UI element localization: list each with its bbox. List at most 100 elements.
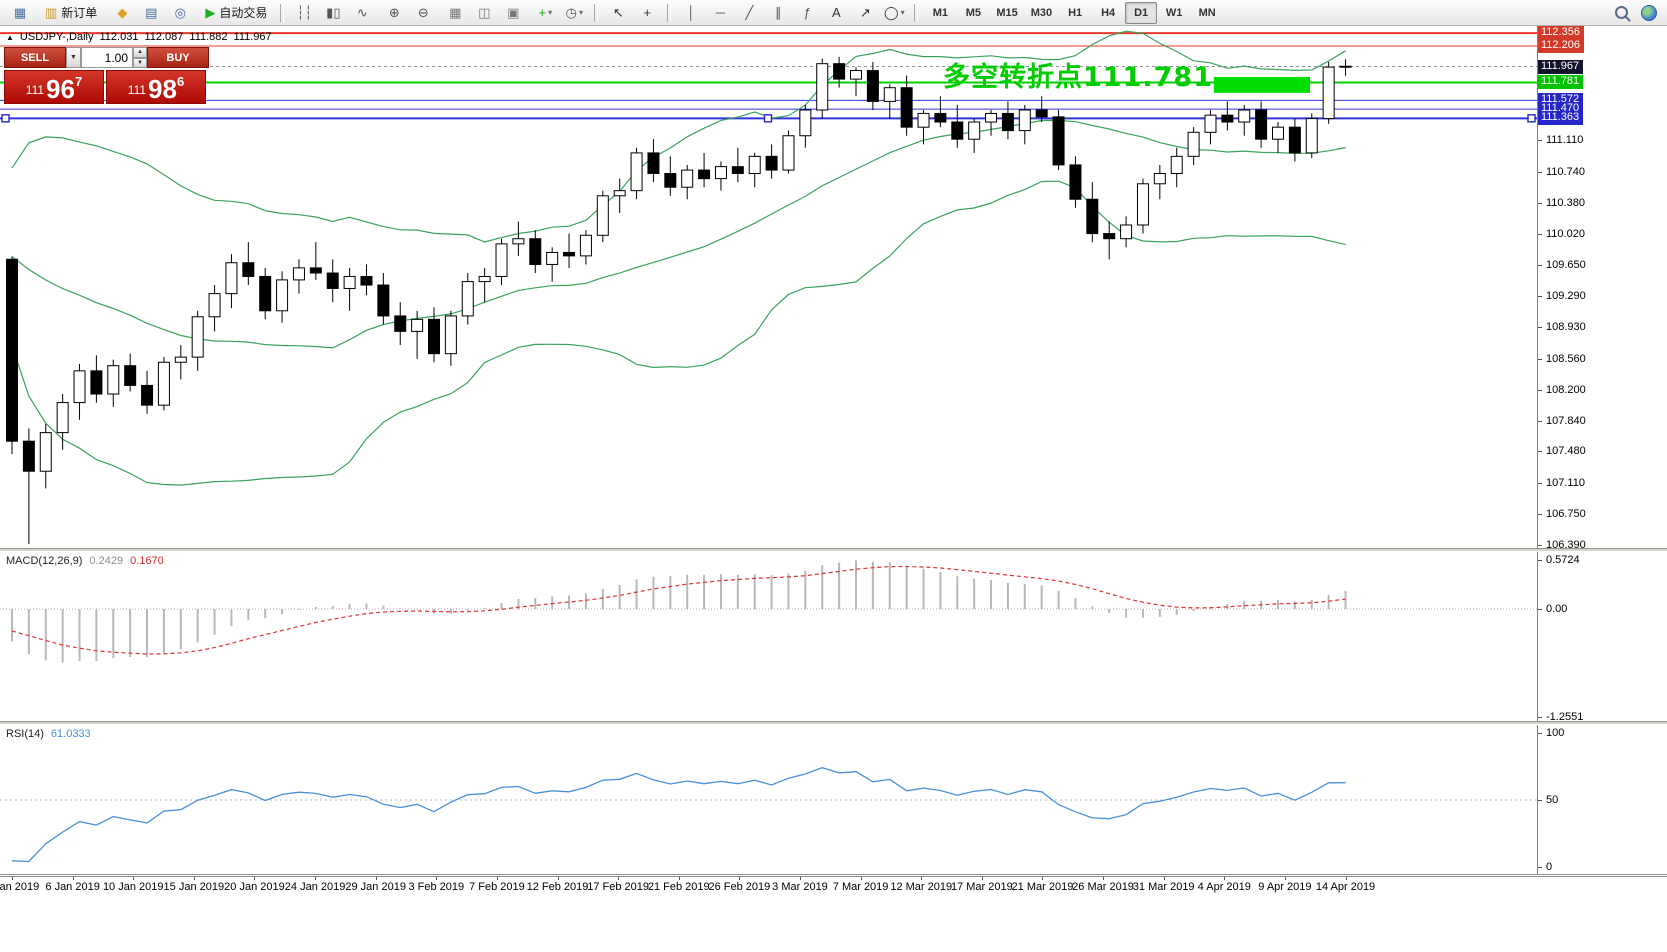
horizontal-line-icon[interactable]: ─ [706, 1, 734, 25]
navigator-icon[interactable]: ◎ [166, 1, 194, 25]
timeframe-m1-button[interactable]: M1 [932, 6, 948, 19]
date-tick [1224, 877, 1226, 880]
ask-quote-button[interactable]: 111 98 6 [106, 70, 206, 104]
candle [208, 293, 221, 318]
grid-icon[interactable]: ▦ [441, 1, 469, 25]
bid-big-digits: 96 [46, 74, 75, 104]
toolbar-group: ↖ + [604, 1, 661, 25]
candle [495, 243, 508, 277]
ohlc-open: 112.031 [99, 31, 139, 43]
market-watch-icon[interactable]: ▤ [137, 1, 165, 25]
cursor-icon[interactable]: ↖ [604, 1, 632, 25]
price-axis-chip-111.781: 111.781 [1538, 75, 1584, 90]
timeframe-m15-button[interactable]: M15 [996, 6, 1018, 19]
crosshair-icon[interactable]: + [633, 1, 661, 25]
candle [1339, 65, 1352, 68]
line-selection-handle[interactable] [1, 114, 10, 123]
line-selection-handle[interactable] [763, 114, 773, 123]
macd-axis-label: 0.5724 [1546, 553, 1580, 566]
autotrading-button[interactable]: ▶ 自动交易 [198, 1, 274, 25]
volume-dropdown-button[interactable]: ▼ [66, 47, 81, 68]
rsi-axis-label: 0 [1546, 861, 1553, 873]
timeframe-m5-button[interactable]: M5 [965, 6, 981, 19]
zoom-in-icon[interactable]: ⊕ [380, 1, 408, 25]
community-icon-button[interactable] [1635, 1, 1663, 25]
toolbar-group: ┆┆ ▮▯ ∿ [290, 1, 376, 25]
bid-quote-button[interactable]: 111 96 7 [4, 70, 104, 104]
tile-windows-icon[interactable]: ◫ [470, 1, 498, 25]
axis-tick [1538, 867, 1542, 868]
candle [1305, 118, 1318, 154]
collapse-trade-panel-icon[interactable]: ▲ [6, 32, 14, 42]
toolbar-group: + ▾ ◷ ▾ [531, 1, 588, 25]
search-icon [1614, 6, 1628, 19]
timeframe-h4-button[interactable]: H4 [1101, 6, 1116, 19]
highlight-rectangle[interactable] [1213, 76, 1311, 93]
fibonacci-icon[interactable]: ƒ [793, 1, 821, 25]
price-axis[interactable]: 111.110 110.740 110.380 110.020 109.650 109.2… [1537, 26, 1667, 551]
timeframe-w1-button[interactable]: W1 [1165, 6, 1183, 19]
bollinger-middle-band [11, 119, 1346, 349]
macd-chart [0, 560, 1537, 663]
date-label: 20 Jan 2019 [224, 881, 285, 893]
zoom-out-icon[interactable]: ⊖ [409, 1, 437, 25]
chevron-down-icon: ▾ [548, 8, 553, 17]
toolbar-separator [914, 3, 919, 22]
timeframe-h1-button[interactable]: H1 [1068, 6, 1083, 19]
candle [326, 272, 339, 289]
volume-decrease-button[interactable]: ▼ [133, 57, 147, 68]
date-label: 3 Mar 2019 [772, 881, 828, 893]
volume-input[interactable] [81, 47, 133, 68]
timeframe-mn-button[interactable]: MN [1198, 6, 1216, 19]
axis-tick [1538, 514, 1542, 516]
rsi-label-bar: RSI(14) 61.0333 [6, 728, 91, 740]
trendline-icon[interactable]: ╱ [735, 1, 763, 25]
timeframe-d1-button[interactable]: D1 [1125, 1, 1158, 24]
candle [1204, 114, 1217, 133]
axis-tick [1538, 559, 1542, 561]
axis-tick [1538, 545, 1542, 546]
indicators-button[interactable]: + ▾ [531, 1, 559, 25]
date-tick [133, 877, 135, 880]
rsi-axis[interactable]: 100 50 0 [1537, 725, 1667, 874]
search-icon-button[interactable] [1607, 1, 1635, 25]
chart-window-icon[interactable]: ▦ [6, 1, 34, 25]
arrow-icon: ↗ [859, 5, 871, 20]
price-axis-label: 106.750 [1546, 508, 1586, 521]
vertical-line-icon[interactable]: │ [677, 1, 705, 25]
channel-icon[interactable]: ∥ [764, 1, 792, 25]
volume-increase-button[interactable]: ▲ [133, 47, 147, 58]
macd-axis[interactable]: 0.5724 0.00 -1.2551 [1537, 552, 1667, 723]
bar-chart-icon[interactable]: ┆┆ [290, 1, 318, 25]
candle [579, 234, 592, 257]
date-tick [12, 877, 13, 880]
line-selection-handle[interactable] [1527, 114, 1536, 123]
indicators-icon: + [538, 5, 547, 20]
shapes-icon: ◯ [884, 5, 899, 20]
toolbar: ▦ ▥ 新订单 ◆ ▤ ◎ ▶ 自动交易 ┆┆ ▮▯ ∿ ⊕ ⊖ ▦ ◫ ▣ + ▾ ◷ ▾ ↖ + │ ─ ╱ ∥ ƒ A ↗ ◯ ▾ M1… [0, 0, 1667, 26]
date-tick [1345, 877, 1347, 880]
toolbar-group: ◆ ▤ ◎ [108, 1, 194, 25]
arrow-icon[interactable]: ↗ [851, 1, 879, 25]
main-chart-panel: ▲ USDJPY-,Daily 112.031 112.087 111.882 … [0, 26, 1537, 548]
line-chart-icon[interactable]: ∿ [348, 1, 376, 25]
metaeditor-icon[interactable]: ◆ [108, 1, 136, 25]
chevron-down-icon: ▾ [578, 8, 583, 17]
text-icon[interactable]: A [822, 1, 850, 25]
shapes-button[interactable]: ◯ ▾ [880, 1, 908, 25]
panel-divider[interactable] [0, 548, 1667, 552]
date-tick [860, 877, 862, 880]
panel-divider[interactable] [0, 721, 1667, 725]
periods-button[interactable]: ◷ ▾ [560, 1, 588, 25]
cascade-windows-icon[interactable]: ▣ [499, 1, 527, 25]
date-label: 7 Mar 2019 [832, 881, 889, 893]
panel-divider[interactable] [0, 874, 1667, 876]
buy-button[interactable]: BUY [147, 47, 209, 68]
candlestick-chart-icon[interactable]: ▮▯ [319, 1, 347, 25]
timeframe-m30-button[interactable]: M30 [1030, 6, 1053, 19]
candle [664, 172, 677, 188]
new-order-button[interactable]: ▥ 新订单 [38, 1, 104, 25]
date-tick [254, 877, 256, 880]
sell-button[interactable]: SELL [4, 47, 66, 68]
